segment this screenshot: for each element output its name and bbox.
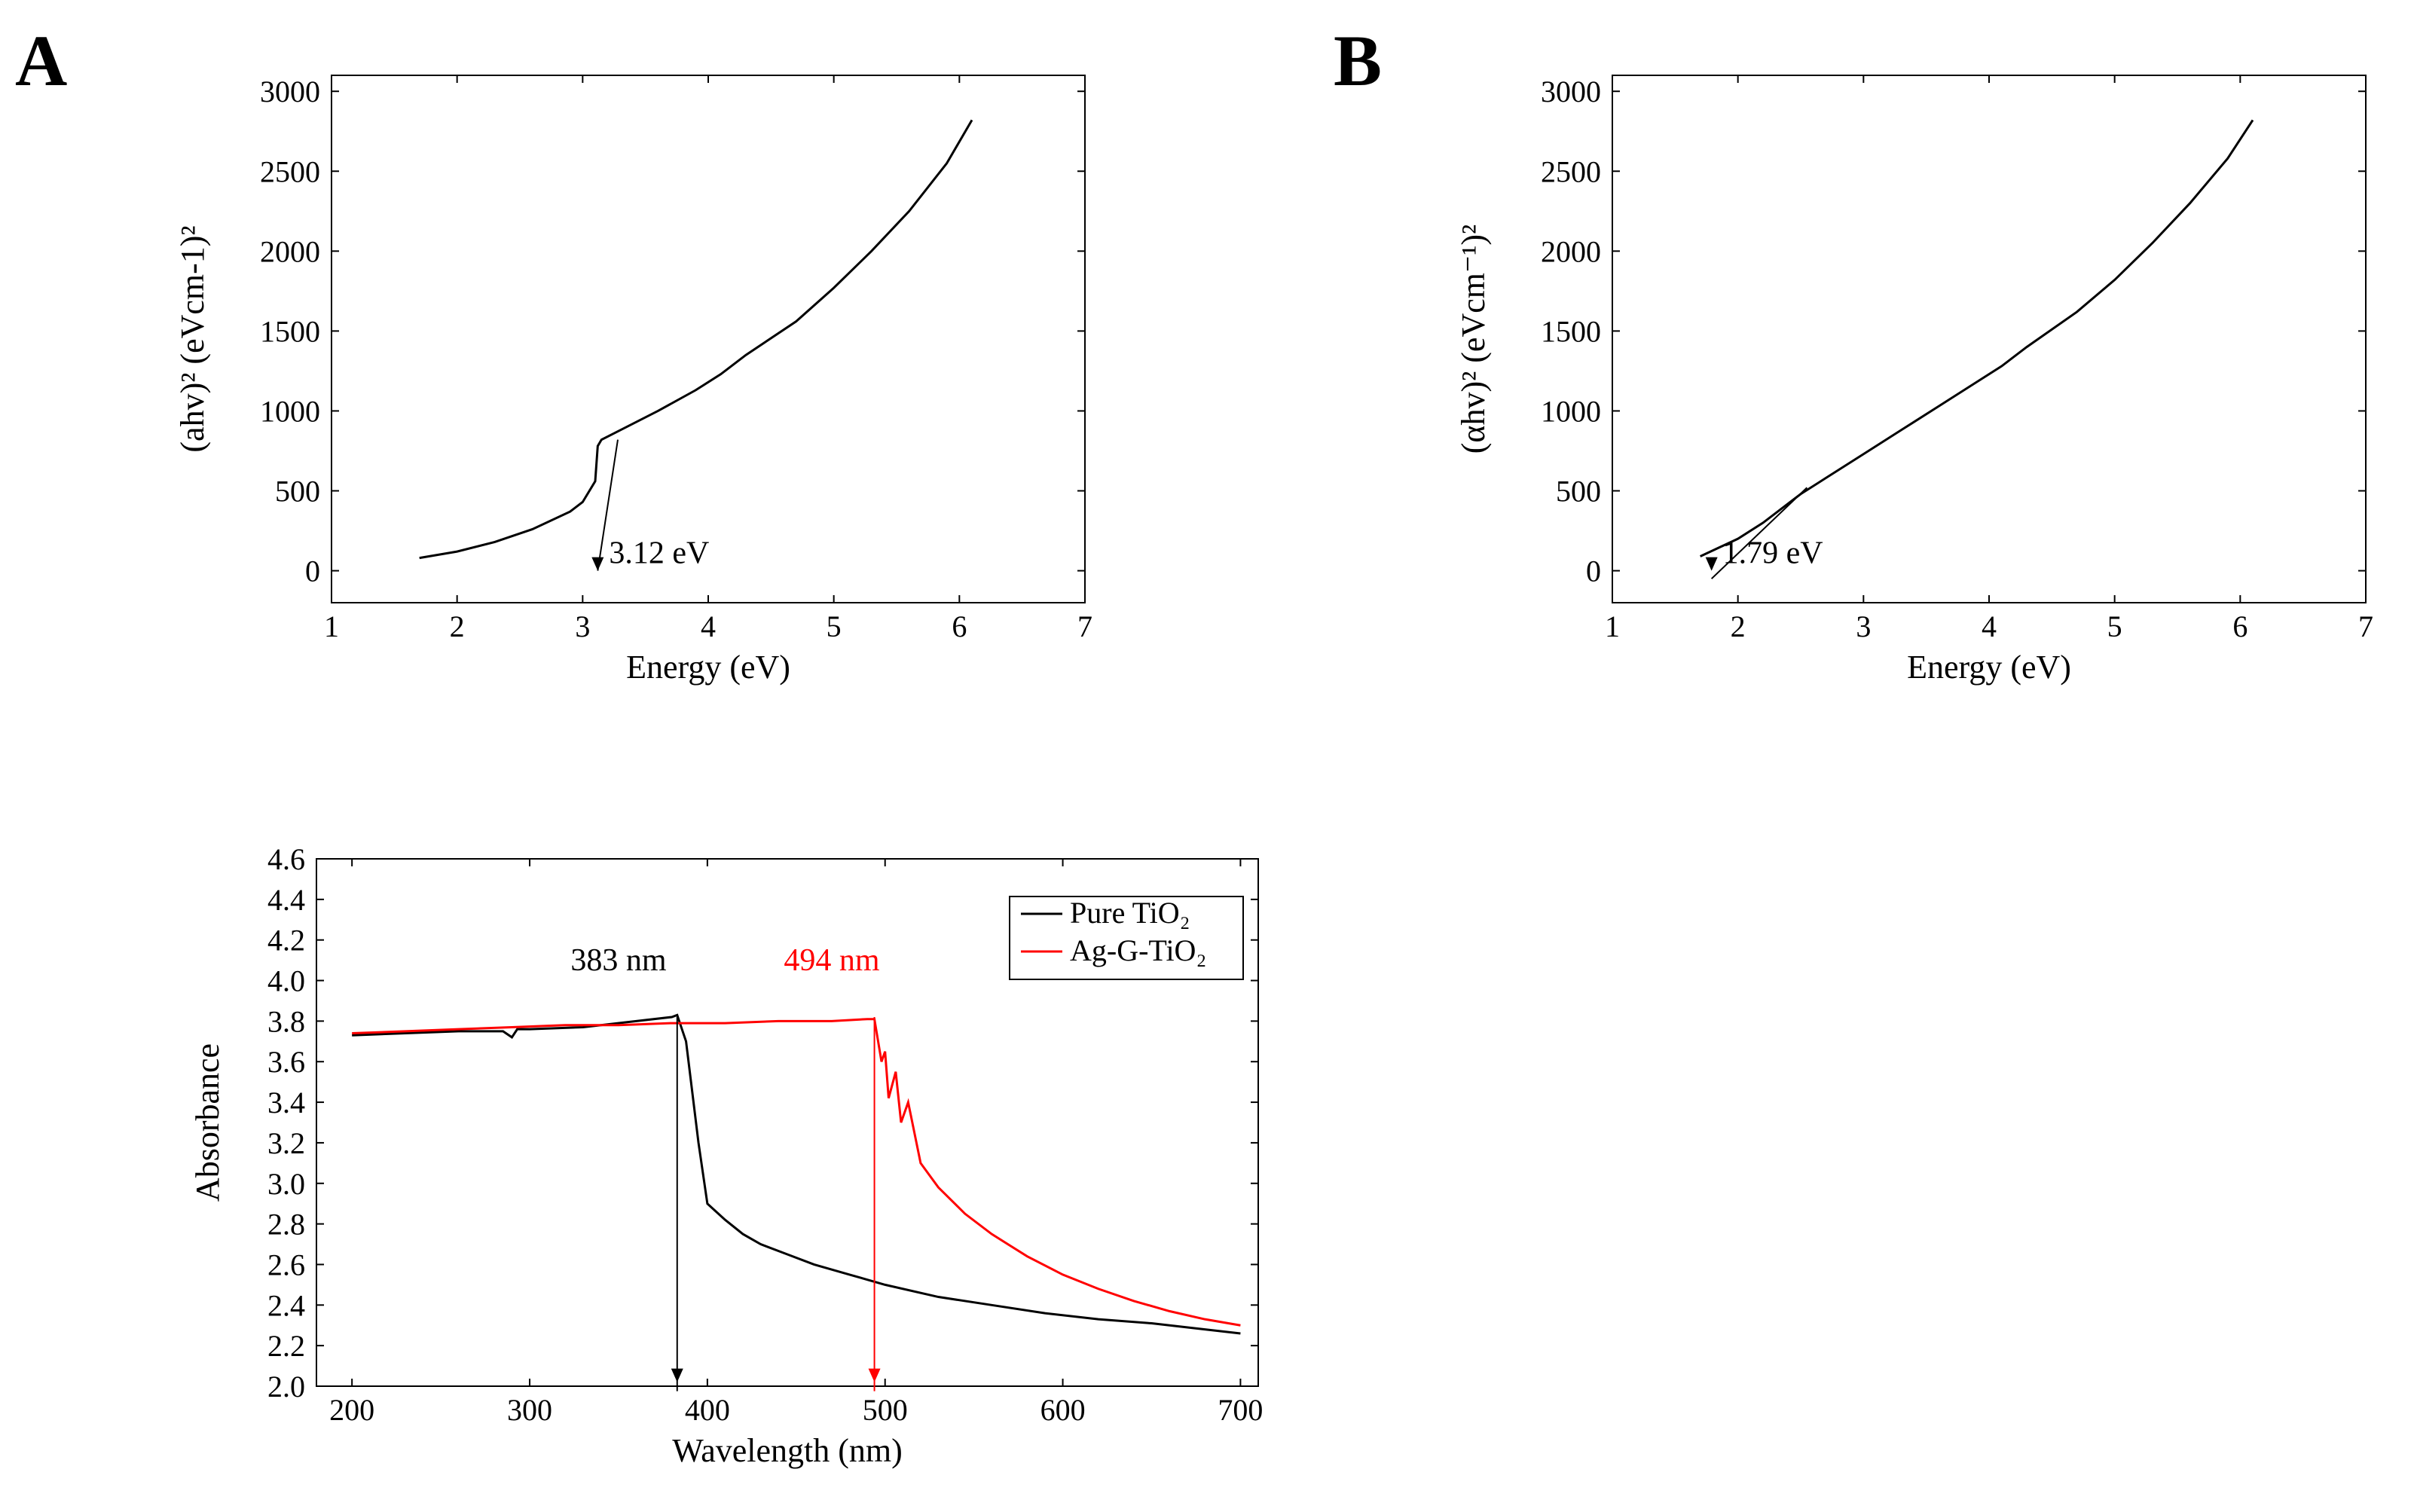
svg-text:2.2: 2.2 <box>267 1329 305 1363</box>
svg-text:0: 0 <box>1586 554 1601 588</box>
svg-text:2.6: 2.6 <box>267 1248 305 1281</box>
svg-text:5: 5 <box>827 609 842 643</box>
svg-text:500: 500 <box>1556 475 1601 509</box>
svg-text:4: 4 <box>1982 609 1997 643</box>
svg-text:2: 2 <box>450 609 465 643</box>
svg-text:1500: 1500 <box>260 314 320 348</box>
svg-text:Wavelength (nm): Wavelength (nm) <box>672 1432 903 1469</box>
svg-text:3000: 3000 <box>1541 75 1601 108</box>
svg-text:3: 3 <box>1856 609 1871 643</box>
svg-text:2500: 2500 <box>260 154 320 188</box>
svg-text:2500: 2500 <box>1541 154 1601 188</box>
svg-text:5: 5 <box>2107 609 2122 643</box>
svg-text:4.6: 4.6 <box>267 842 305 876</box>
svg-text:1.79 eV: 1.79 eV <box>1723 536 1823 571</box>
svg-text:700: 700 <box>1218 1393 1263 1427</box>
svg-text:2.8: 2.8 <box>267 1208 305 1242</box>
svg-text:Pure TiO₂: Pure TiO₂ <box>1070 896 1190 930</box>
svg-text:1: 1 <box>324 609 339 643</box>
panel-label-b: B <box>1334 19 1382 102</box>
svg-text:(ahv)² (eVcm-1)²: (ahv)² (eVcm-1)² <box>174 225 211 452</box>
svg-text:Energy (eV): Energy (eV) <box>1907 649 2071 686</box>
svg-text:3.2: 3.2 <box>267 1126 305 1160</box>
svg-text:3.12 eV: 3.12 eV <box>609 536 709 571</box>
svg-text:7: 7 <box>2358 609 2373 643</box>
chart-b-tauc: 1 2 3 4 5 6 7 0 500 1000 1500 2000 2500 3000 Energy (e… <box>1416 30 2411 708</box>
svg-text:2000: 2000 <box>260 234 320 268</box>
svg-text:1000: 1000 <box>260 394 320 428</box>
svg-text:3: 3 <box>575 609 590 643</box>
svg-text:3000: 3000 <box>260 75 320 108</box>
svg-text:4.4: 4.4 <box>267 883 305 917</box>
svg-text:(αhv)² (eVcm⁻¹)²: (αhv)² (eVcm⁻¹)² <box>1455 225 1492 454</box>
svg-text:494 nm: 494 nm <box>784 943 880 978</box>
svg-text:2.0: 2.0 <box>267 1370 305 1404</box>
chart-c-absorbance: 200 300 400 500 600 700 2.0 2.2 2.4 2.6 2.8 3.0 3.2 3… <box>136 829 1303 1484</box>
chart-a-tauc: 1 2 3 4 5 6 7 0 500 1000 1500 2000 2500 3000 Energy (e… <box>136 30 1130 708</box>
svg-text:3.0: 3.0 <box>267 1167 305 1201</box>
svg-text:200: 200 <box>329 1393 374 1427</box>
svg-text:3.4: 3.4 <box>267 1086 305 1119</box>
svg-text:4.0: 4.0 <box>267 964 305 998</box>
svg-text:6: 6 <box>2232 609 2247 643</box>
svg-text:7: 7 <box>1077 609 1092 643</box>
svg-text:300: 300 <box>507 1393 552 1427</box>
svg-text:400: 400 <box>685 1393 730 1427</box>
svg-text:500: 500 <box>863 1393 908 1427</box>
svg-text:3.8: 3.8 <box>267 1004 305 1038</box>
svg-text:Ag-G-TiO₂: Ag-G-TiO₂ <box>1070 933 1206 967</box>
svg-text:6: 6 <box>952 609 967 643</box>
figure-root: A B 1234567050010001500200025003000Energ… <box>0 0 2414 1512</box>
svg-text:1: 1 <box>1605 609 1620 643</box>
svg-text:2.4: 2.4 <box>267 1288 305 1322</box>
panel-label-a: A <box>15 19 67 102</box>
svg-text:500: 500 <box>275 475 320 509</box>
svg-text:383 nm: 383 nm <box>570 943 667 978</box>
svg-text:2: 2 <box>1731 609 1746 643</box>
svg-text:3.6: 3.6 <box>267 1045 305 1079</box>
svg-text:2000: 2000 <box>1541 234 1601 268</box>
svg-text:1500: 1500 <box>1541 314 1601 348</box>
svg-text:600: 600 <box>1040 1393 1086 1427</box>
svg-text:4: 4 <box>701 609 716 643</box>
svg-text:0: 0 <box>305 554 320 588</box>
svg-text:Absorbance: Absorbance <box>189 1043 226 1202</box>
svg-text:1000: 1000 <box>1541 394 1601 428</box>
svg-text:Energy (eV): Energy (eV) <box>626 649 790 686</box>
svg-text:4.2: 4.2 <box>267 924 305 958</box>
